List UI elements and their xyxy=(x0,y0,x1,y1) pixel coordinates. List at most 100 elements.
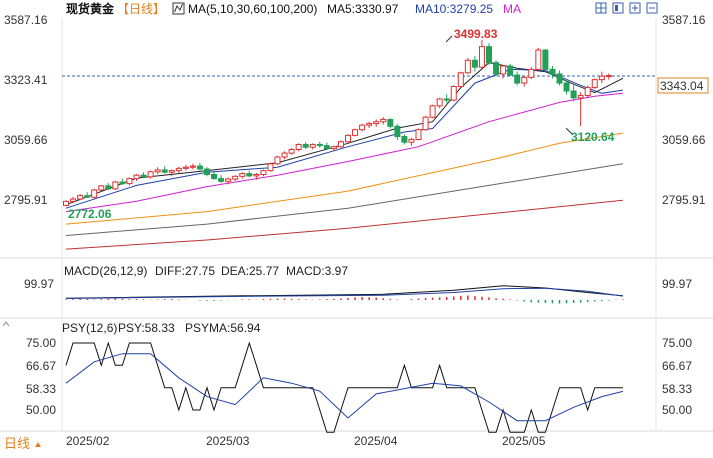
candle xyxy=(598,71,605,84)
candle xyxy=(281,151,288,160)
candle xyxy=(563,80,570,95)
ma-more: MA xyxy=(503,2,521,16)
candle-body xyxy=(598,75,605,81)
candle xyxy=(260,169,267,177)
candle-body xyxy=(196,165,203,170)
header-bar: 现货黄金 【日线】 MA(5,10,30,60,100,200) MA5:333… xyxy=(66,1,658,16)
candle xyxy=(584,85,591,98)
layout-icon[interactable] xyxy=(612,2,624,14)
candle-body xyxy=(274,156,281,165)
candle xyxy=(514,71,521,86)
current-price-value: 3343.04 xyxy=(660,79,704,93)
candle-body xyxy=(112,181,119,190)
month-tick: 2025/02 xyxy=(66,434,110,448)
psy-lines xyxy=(65,341,624,433)
candle-body xyxy=(239,173,246,177)
candle-body xyxy=(126,178,133,185)
macd-axis-right: 99.97 xyxy=(662,277,692,291)
psy-tick-right: 66.67 xyxy=(662,359,692,373)
candle-body xyxy=(493,62,500,75)
psy-tick-right: 58.33 xyxy=(662,382,692,396)
candle xyxy=(450,85,457,102)
candle-body xyxy=(91,189,98,198)
candle xyxy=(112,180,119,190)
macd-axis-left: 99.97 xyxy=(24,277,54,291)
candle-body xyxy=(77,195,84,200)
candle-body xyxy=(521,76,528,84)
candle-body xyxy=(570,90,577,99)
candle xyxy=(295,143,302,152)
macd-line-diff xyxy=(65,285,623,299)
macd-diff-value: DIFF:27.75 xyxy=(155,264,215,278)
high-annotation-label: 3499.83 xyxy=(454,27,498,41)
candle xyxy=(84,192,91,198)
candle-body xyxy=(429,105,436,118)
candle xyxy=(218,175,225,184)
ma-line-ma60 xyxy=(65,132,623,225)
candle xyxy=(373,119,380,127)
candle-body xyxy=(246,173,253,177)
ma-settings-icon[interactable] xyxy=(172,2,185,15)
candle xyxy=(204,167,210,177)
candle xyxy=(323,142,330,151)
month-tick: 2025/04 xyxy=(354,434,398,448)
minus-icon[interactable] xyxy=(646,2,658,14)
candle xyxy=(422,116,429,131)
candle xyxy=(478,40,485,69)
candle xyxy=(189,163,196,170)
period-dropdown-icon[interactable] xyxy=(35,442,41,447)
candle xyxy=(246,170,253,178)
price-axis-left: 3587.16 3323.41 3059.66 2795.91 xyxy=(4,13,48,207)
candle-body xyxy=(436,98,443,107)
candle xyxy=(359,123,366,132)
low1-annotation: 2772.06 xyxy=(68,207,112,221)
candle xyxy=(309,143,316,150)
psy-title: PSY(12,6) xyxy=(62,321,117,335)
candle xyxy=(415,128,422,141)
candle-body xyxy=(408,138,415,143)
candle xyxy=(302,142,309,150)
period-selector[interactable]: 日线 xyxy=(4,436,30,451)
period-badge[interactable]: 【日线】 xyxy=(117,2,165,16)
candle-body xyxy=(84,195,91,198)
candle-body xyxy=(105,185,112,190)
low1-annotation-label: 2772.06 xyxy=(68,207,112,221)
psy-header: PSY(12,6) PSY:58.33 PSYMA:56.94 xyxy=(62,321,261,335)
candle xyxy=(77,194,84,201)
candle xyxy=(211,171,218,180)
candle-body xyxy=(218,178,225,182)
candle xyxy=(486,43,492,65)
candle xyxy=(528,67,535,79)
candle-body xyxy=(542,49,549,70)
candle xyxy=(147,170,154,179)
psy-tick-left: 75.00 xyxy=(26,336,56,350)
candle-body xyxy=(352,129,359,136)
psy-pane-expand-icon[interactable] xyxy=(2,321,10,327)
candle xyxy=(196,163,203,171)
candle xyxy=(330,145,337,152)
price-tick-left: 3323.41 xyxy=(4,73,48,87)
plus-icon[interactable] xyxy=(629,2,641,14)
candle xyxy=(591,78,598,89)
grid-icon[interactable] xyxy=(595,2,607,14)
psy-tick-left: 58.33 xyxy=(26,382,56,396)
macd-line-dea xyxy=(65,287,623,299)
candle-body xyxy=(232,175,239,180)
instrument-name: 现货黄金 xyxy=(66,1,115,16)
candle-body xyxy=(161,169,168,173)
candle xyxy=(274,155,281,165)
candle-body xyxy=(119,181,126,185)
candle-body xyxy=(486,46,492,64)
candle-body xyxy=(415,129,422,140)
psy-tick-left: 50.00 xyxy=(26,403,56,417)
price-tick-right: 2795.91 xyxy=(662,193,706,207)
candle-body xyxy=(267,163,274,172)
candle-body xyxy=(309,143,316,148)
candle xyxy=(288,147,295,155)
candle-body xyxy=(471,59,478,68)
macd-histogram xyxy=(65,295,624,304)
price-tick-right: 3587.16 xyxy=(662,13,706,27)
candle-body xyxy=(330,146,337,150)
macd-title: MACD(26,12,9) xyxy=(64,264,147,278)
psy-line-psy xyxy=(65,341,623,433)
